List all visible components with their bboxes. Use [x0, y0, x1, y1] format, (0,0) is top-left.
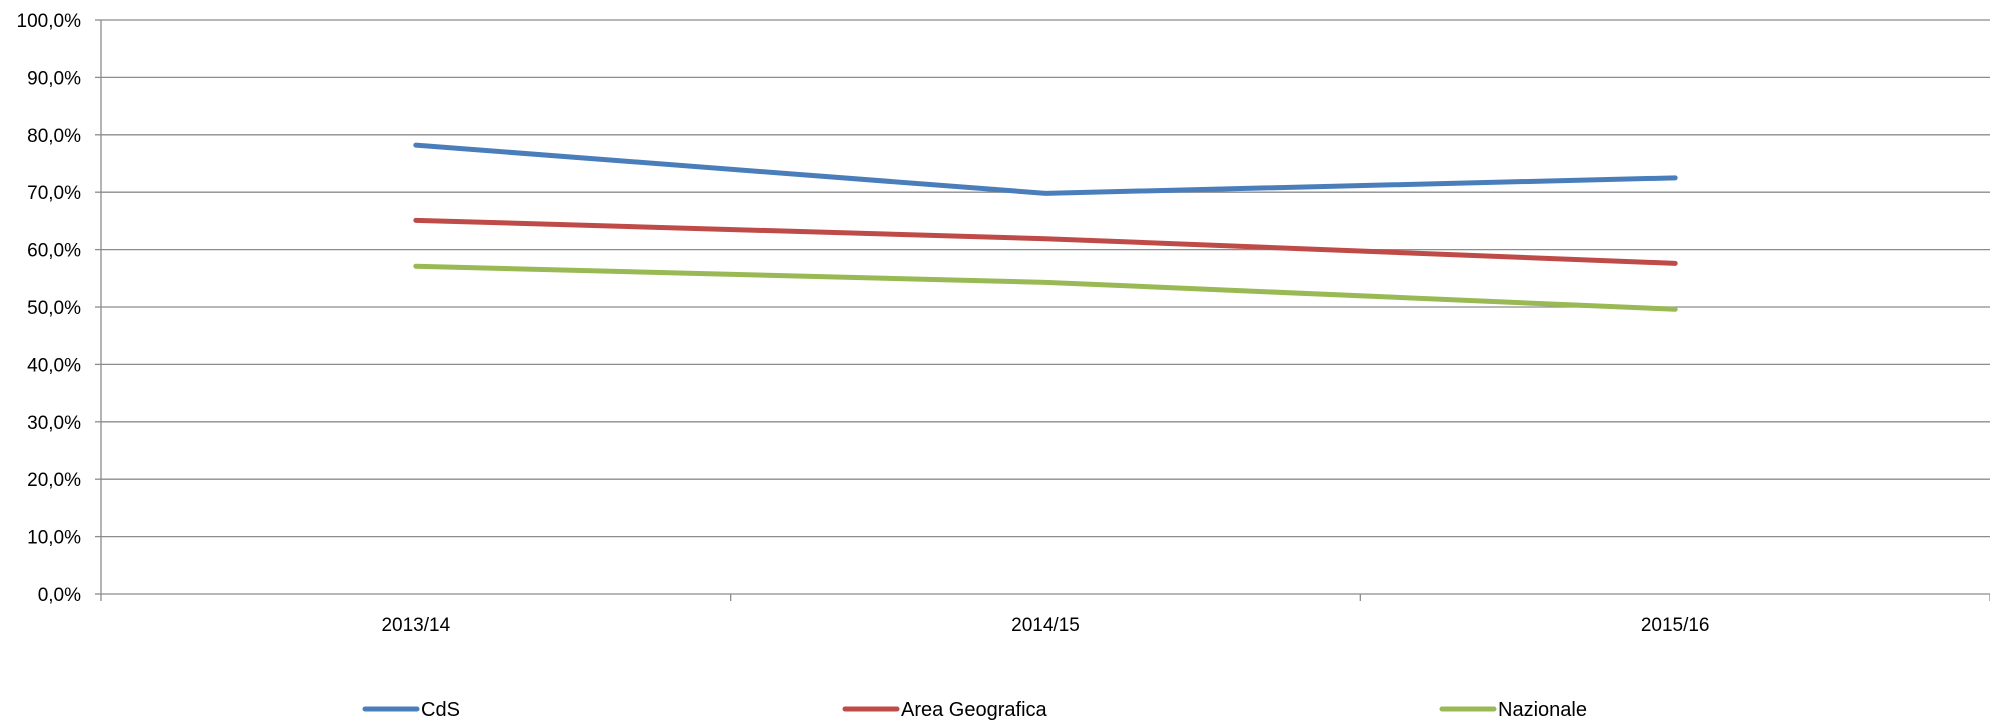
x-axis-tick-labels: 2013/14 2014/15 2015/16	[381, 615, 1709, 636]
y-tick-label: 80,0%	[27, 126, 81, 147]
y-tick-label: 40,0%	[27, 355, 81, 376]
y-tick-label: 0,0%	[38, 585, 81, 606]
legend-label: Area Geografica	[901, 699, 1048, 720]
gridlines	[101, 19, 1990, 538]
legend-item-cds: CdS	[362, 699, 460, 721]
series-line-nazionale	[413, 263, 1678, 312]
series-line-area-geografica	[413, 217, 1678, 266]
legend: CdS Area Geografica Nazionale	[362, 699, 1587, 721]
y-tick-label: 60,0%	[27, 241, 81, 262]
y-tick-label: 100,0%	[17, 11, 82, 32]
series-line-cds	[413, 142, 1678, 196]
x-tick-label: 2015/16	[1641, 615, 1710, 636]
y-axis-tick-labels: 0,0% 10,0% 20,0% 30,0% 40,0% 50,0% 60,0% 70,0% 8…	[17, 11, 82, 606]
x-tick-label: 2013/14	[381, 615, 450, 636]
legend-label: Nazionale	[1498, 699, 1587, 720]
y-tick-label: 70,0%	[27, 183, 81, 204]
legend-label: CdS	[421, 699, 460, 720]
series-lines	[413, 142, 1678, 312]
legend-item-nazionale: Nazionale	[1439, 699, 1587, 721]
x-tick-label: 2014/15	[1011, 615, 1080, 636]
y-tick-label: 90,0%	[27, 68, 81, 89]
y-tick-label: 10,0%	[27, 528, 81, 549]
legend-item-area-geografica: Area Geografica	[842, 699, 1048, 721]
axes	[95, 19, 1990, 601]
y-tick-label: 50,0%	[27, 298, 81, 319]
y-tick-label: 20,0%	[27, 470, 81, 491]
y-tick-label: 30,0%	[27, 413, 81, 434]
